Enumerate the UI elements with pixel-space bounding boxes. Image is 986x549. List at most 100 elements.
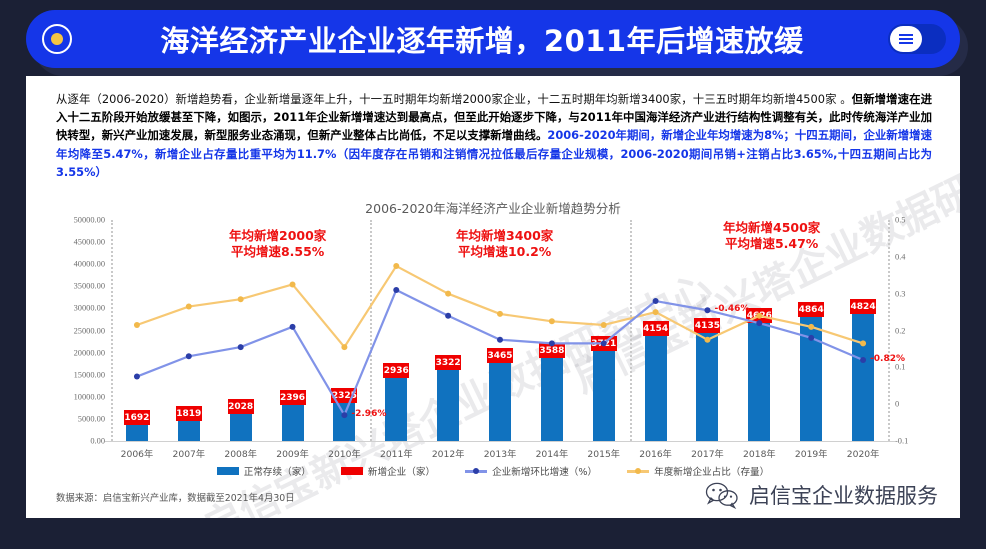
bar-column[interactable]: 3322 bbox=[435, 355, 462, 441]
x-axis-tick: 2012年 bbox=[431, 449, 465, 460]
plot-right-border bbox=[888, 220, 890, 441]
x-axis-tick: 2018年 bbox=[743, 449, 776, 460]
y2-axis-tick: -0.1 bbox=[895, 436, 909, 446]
y2-axis-tick: 0.5 bbox=[895, 215, 906, 225]
y-axis-tick: 0.00 bbox=[90, 436, 105, 446]
legend-item-2[interactable]: 企业新增环比增速（%） bbox=[465, 464, 597, 478]
paragraph-segment-3: 2006-2020年期间，新增企业年均增速为8%；十四五期间，企业新增增速年均降… bbox=[56, 128, 932, 179]
menu-toggle-knob bbox=[890, 26, 922, 52]
bar-new-company-cap: 2396 bbox=[279, 390, 306, 405]
annotation-line-2: 平均增速10.2% bbox=[457, 244, 552, 259]
blue-growth-line-point[interactable] bbox=[808, 334, 815, 341]
y-axis-tick: 25000.00 bbox=[73, 326, 105, 335]
yellow-share-line-point[interactable] bbox=[808, 323, 815, 330]
legend-label-2: 企业新增环比增速（%） bbox=[492, 467, 598, 478]
blue-growth-line-point[interactable] bbox=[393, 286, 400, 293]
bar-column[interactable]: 2936 bbox=[383, 363, 410, 441]
bar-column[interactable]: 4154 bbox=[642, 321, 669, 441]
x-axis-tick: 2013年 bbox=[483, 449, 517, 460]
x-axis-tick: 2014年 bbox=[535, 449, 569, 460]
yellow-share-line-point[interactable] bbox=[860, 340, 867, 347]
blue-growth-line bbox=[136, 288, 864, 417]
y-axis-tick: 35000.00 bbox=[73, 281, 105, 291]
yellow-share-line-point[interactable] bbox=[237, 296, 244, 303]
legend-swatch-line-yellow bbox=[627, 468, 650, 474]
legend-label-3: 年度新增企业占比（存量） bbox=[654, 467, 770, 478]
legend-swatch-bar-red bbox=[340, 467, 363, 475]
menu-toggle-icon[interactable] bbox=[888, 24, 946, 54]
bar-new-company-cap: 1819 bbox=[175, 406, 202, 421]
yellow-share-line-point[interactable] bbox=[704, 336, 711, 343]
chart-plot-area: 50000.00 45000.00 40000.00 35000.00 30000.00… bbox=[74, 216, 909, 461]
annotation-line-1: 年均新增3400家 bbox=[456, 228, 554, 243]
bar-column[interactable]: 3465 bbox=[487, 348, 513, 441]
yellow-share-line-point[interactable] bbox=[185, 303, 192, 310]
blue-growth-line-point[interactable] bbox=[237, 344, 244, 351]
bar-value-label: 2936 bbox=[383, 365, 409, 376]
blue-growth-line-point[interactable] bbox=[497, 336, 503, 343]
blue-growth-line-point[interactable] bbox=[445, 312, 452, 319]
yellow-share-line-point[interactable] bbox=[341, 344, 348, 351]
data-source-note: 数据来源：启信宝新兴产业库，数据截至2021年4月30日 bbox=[56, 493, 295, 504]
y-axis-tick: 10000.00 bbox=[73, 392, 105, 402]
x-axis-tick: 2009年 bbox=[276, 449, 309, 460]
legend-item-1[interactable]: 新增企业（家） bbox=[340, 464, 436, 478]
x-axis-tick: 2017年 bbox=[691, 449, 724, 460]
bar-column[interactable]: 1692 bbox=[123, 410, 150, 441]
line-data-label: -0.46% bbox=[714, 304, 750, 315]
blue-growth-line-point[interactable] bbox=[756, 320, 763, 327]
legend-item-0[interactable]: 正常存续（家） bbox=[216, 464, 311, 478]
chart-canvas: 50000.00 45000.00 40000.00 35000.00 30000.00… bbox=[74, 216, 909, 461]
legend-item-3[interactable]: 年度新增企业占比（存量） bbox=[627, 464, 769, 478]
content-card: 启信宝新兴塔企业数据研究中心 启信宝新兴塔企业数据研究中心 从逐年（2006-2… bbox=[26, 76, 960, 518]
paragraph-segment-2: 但新增增速在进入十二五阶段开始放缓甚至下降，如图示，2011年企业新增增速达到最… bbox=[56, 92, 932, 143]
bar-column[interactable]: 4135 bbox=[694, 318, 721, 441]
x-axis-tick: 2019年 bbox=[794, 449, 828, 460]
x-axis-line bbox=[105, 441, 895, 442]
yellow-share-line-point[interactable] bbox=[756, 312, 763, 319]
x-axis-tick: 2007年 bbox=[172, 449, 206, 460]
yellow-share-line-point[interactable] bbox=[133, 321, 140, 328]
blue-growth-line-point[interactable] bbox=[341, 412, 348, 419]
bar-new-company-cap: 2936 bbox=[383, 363, 410, 378]
yellow-share-line-point[interactable] bbox=[497, 310, 503, 317]
bar-new-company-cap: 3322 bbox=[435, 355, 462, 370]
bar-column[interactable]: 2028 bbox=[227, 399, 254, 441]
blue-growth-line-point[interactable] bbox=[548, 340, 555, 347]
page-title: 海洋经济产业企业逐年新增，2011年后增速放缓 bbox=[160, 24, 804, 58]
bar-column[interactable]: 3588 bbox=[538, 343, 565, 441]
bar-column[interactable]: 2396 bbox=[279, 390, 306, 441]
blue-growth-line-point[interactable] bbox=[289, 323, 296, 330]
paragraph-segment-1: 从逐年（2006-2020）新增趋势看，企业新增量逐年上升，十一五时期年均新增2… bbox=[56, 92, 852, 106]
x-axis-tick: 2015年 bbox=[587, 449, 621, 460]
blue-growth-line-point[interactable] bbox=[860, 356, 867, 363]
yellow-share-line-point[interactable] bbox=[393, 263, 400, 270]
yellow-share-line-point[interactable] bbox=[289, 281, 296, 288]
blue-growth-line-point[interactable] bbox=[704, 307, 711, 314]
x-axis-tick: 2011年 bbox=[379, 449, 413, 460]
chart-title: 2006-2020年海洋经济产业企业新增趋势分析 bbox=[365, 201, 621, 216]
chart-legend: 正常存续（家） 新增企业（家） 企业新增环比增速（%） 年度新增企业占比（存量） bbox=[26, 464, 960, 478]
blue-growth-line-point[interactable] bbox=[600, 340, 607, 347]
legend-label-1: 新增企业（家） bbox=[367, 467, 436, 478]
bar-column[interactable]: 1819 bbox=[175, 406, 202, 441]
yellow-share-line-point[interactable] bbox=[600, 321, 607, 328]
wechat-icon bbox=[705, 482, 738, 509]
plot-left-border bbox=[111, 220, 113, 441]
blue-growth-line-point[interactable] bbox=[652, 298, 659, 305]
period-annotation: 年均新增4500家 平均增速5.47% bbox=[723, 220, 820, 252]
blue-growth-line-point[interactable] bbox=[133, 373, 140, 380]
bar-column[interactable]: 4824 bbox=[850, 299, 877, 441]
annotation-line-1: 年均新增2000家 bbox=[229, 228, 327, 243]
y2-axis-tick: 0.2 bbox=[895, 326, 906, 335]
yellow-share-line-point[interactable] bbox=[652, 309, 659, 316]
blue-growth-line-point[interactable] bbox=[185, 353, 192, 360]
bar-value-label: 2396 bbox=[280, 392, 306, 403]
yellow-share-line-point[interactable] bbox=[548, 318, 555, 325]
summary-paragraph: 从逐年（2006-2020）新增趋势看，企业新增量逐年上升，十一五时期年均新增2… bbox=[56, 90, 932, 181]
bar-new-company-cap: 4154 bbox=[642, 321, 669, 336]
bar-value-label: 1819 bbox=[176, 408, 202, 419]
y2-axis-tick: 0 bbox=[895, 399, 900, 409]
yellow-share-line-point[interactable] bbox=[445, 290, 452, 297]
